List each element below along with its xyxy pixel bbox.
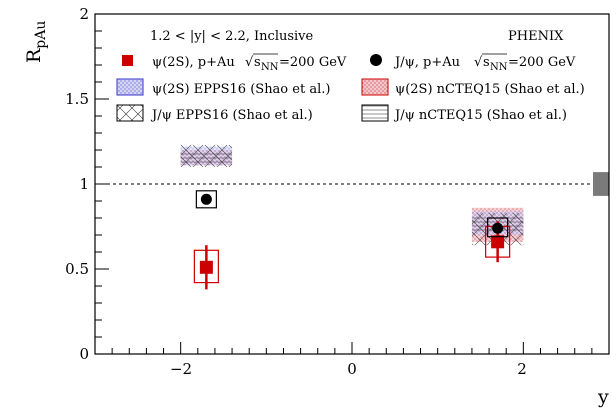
legend-entry-jpsi-data: J/ψ, p+Au √ s NN =200 GeV bbox=[393, 53, 576, 73]
legend-label-psi2s-epps16: ψ(2S) EPPS16 (Shao et al.) bbox=[152, 82, 330, 97]
legend-sqrt-sign: √ bbox=[245, 55, 254, 70]
legend-swatch-psi2s-epps16 bbox=[116, 78, 144, 96]
model-bands bbox=[180, 144, 524, 246]
legend-label-psi2s-data: ψ(2S), p+Au bbox=[152, 55, 235, 70]
x-tick-labels: −2 0 2 bbox=[170, 360, 527, 378]
data-point bbox=[199, 260, 213, 274]
y-axis-title-main: R bbox=[23, 48, 45, 63]
y-tick-label: 0 bbox=[79, 345, 89, 363]
systematic-box bbox=[487, 217, 509, 238]
legend-sqrt-sign: √ bbox=[474, 55, 483, 70]
legend-label-jpsi-epps16: J/ψ EPPS16 (Shao et al.) bbox=[150, 108, 313, 123]
x-axis-title: y bbox=[597, 386, 609, 408]
legend-sqrt-sub: NN bbox=[490, 62, 508, 73]
y-tick-label: 1 bbox=[79, 175, 89, 193]
legend-label-jpsi-data: J/ψ, p+Au bbox=[393, 55, 460, 70]
y-tick-label: 1.5 bbox=[65, 90, 89, 108]
legend-sqrt-s: s bbox=[483, 55, 490, 70]
legend-swatch-jpsi-ncteq15 bbox=[361, 104, 389, 122]
experiment-label: PHENIX bbox=[508, 29, 564, 44]
x-tick-label: 2 bbox=[517, 360, 527, 378]
axis-ticks bbox=[95, 30, 610, 354]
legend-swatch-psi2s-ncteq15 bbox=[361, 78, 389, 96]
legend-marker-jpsi bbox=[370, 54, 382, 66]
legend-marker-psi2s bbox=[122, 55, 133, 66]
y-tick-labels: 0 0.5 1 1.5 2 bbox=[65, 5, 89, 363]
data-point bbox=[492, 222, 504, 234]
data-points bbox=[193, 190, 511, 290]
y-tick-label: 0.5 bbox=[65, 260, 89, 278]
legend-sqrt-s: s bbox=[254, 55, 261, 70]
data-point bbox=[200, 193, 212, 205]
legend: 1.2 < |y| < 2.2, Inclusive PHENIX ψ(2S),… bbox=[116, 29, 585, 123]
legend-energy: =200 GeV bbox=[508, 55, 576, 70]
x-tick-label: −2 bbox=[170, 360, 192, 378]
global-uncertainty-box bbox=[593, 172, 609, 196]
legend-sqrt-sub: NN bbox=[261, 62, 279, 73]
y-axis-title: RpAu bbox=[23, 21, 49, 63]
selection-annotation: 1.2 < |y| < 2.2, Inclusive bbox=[150, 29, 314, 44]
data-point bbox=[491, 235, 505, 249]
legend-label-psi2s-ncteq15: ψ(2S) nCTEQ15 (Shao et al.) bbox=[395, 82, 585, 97]
systematic-box bbox=[195, 190, 217, 209]
model-band bbox=[180, 144, 233, 167]
y-axis-title-sub: pAu bbox=[33, 21, 49, 49]
legend-energy: =200 GeV bbox=[279, 55, 347, 70]
y-tick-label: 2 bbox=[79, 5, 89, 23]
legend-entry-psi2s-data: ψ(2S), p+Au √ s NN =200 GeV bbox=[152, 53, 347, 73]
legend-swatch-jpsi-epps16 bbox=[116, 104, 144, 122]
reference-line-group bbox=[95, 172, 609, 196]
legend-label-jpsi-ncteq15: J/ψ nCTEQ15 (Shao et al.) bbox=[393, 108, 567, 123]
x-tick-label: 0 bbox=[347, 360, 357, 378]
